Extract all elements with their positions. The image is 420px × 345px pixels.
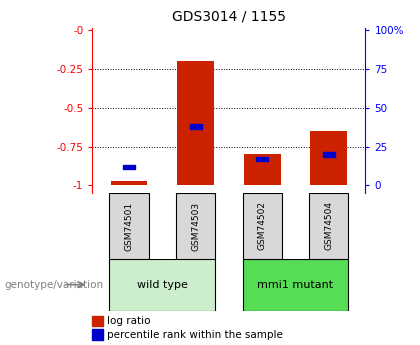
- FancyBboxPatch shape: [243, 193, 282, 259]
- Bar: [189, 124, 202, 129]
- Text: log ratio: log ratio: [107, 316, 151, 326]
- Text: percentile rank within the sample: percentile rank within the sample: [107, 330, 283, 339]
- FancyBboxPatch shape: [243, 259, 349, 310]
- Text: wild type: wild type: [137, 280, 188, 289]
- FancyBboxPatch shape: [309, 193, 349, 259]
- Text: genotype/variation: genotype/variation: [4, 280, 103, 289]
- Bar: [256, 157, 268, 161]
- FancyBboxPatch shape: [176, 193, 215, 259]
- FancyBboxPatch shape: [109, 193, 149, 259]
- Bar: [323, 152, 335, 157]
- Bar: [111, 181, 147, 185]
- Bar: [123, 165, 135, 169]
- Text: GSM74502: GSM74502: [258, 201, 267, 250]
- Bar: [310, 131, 347, 185]
- Text: mmi1 mutant: mmi1 mutant: [257, 280, 333, 289]
- FancyBboxPatch shape: [109, 259, 215, 310]
- Text: GSM74503: GSM74503: [191, 201, 200, 250]
- Text: GSM74504: GSM74504: [324, 201, 333, 250]
- Bar: [177, 61, 214, 185]
- Bar: [244, 154, 281, 185]
- Title: GDS3014 / 1155: GDS3014 / 1155: [172, 10, 286, 24]
- Text: GSM74501: GSM74501: [124, 201, 134, 250]
